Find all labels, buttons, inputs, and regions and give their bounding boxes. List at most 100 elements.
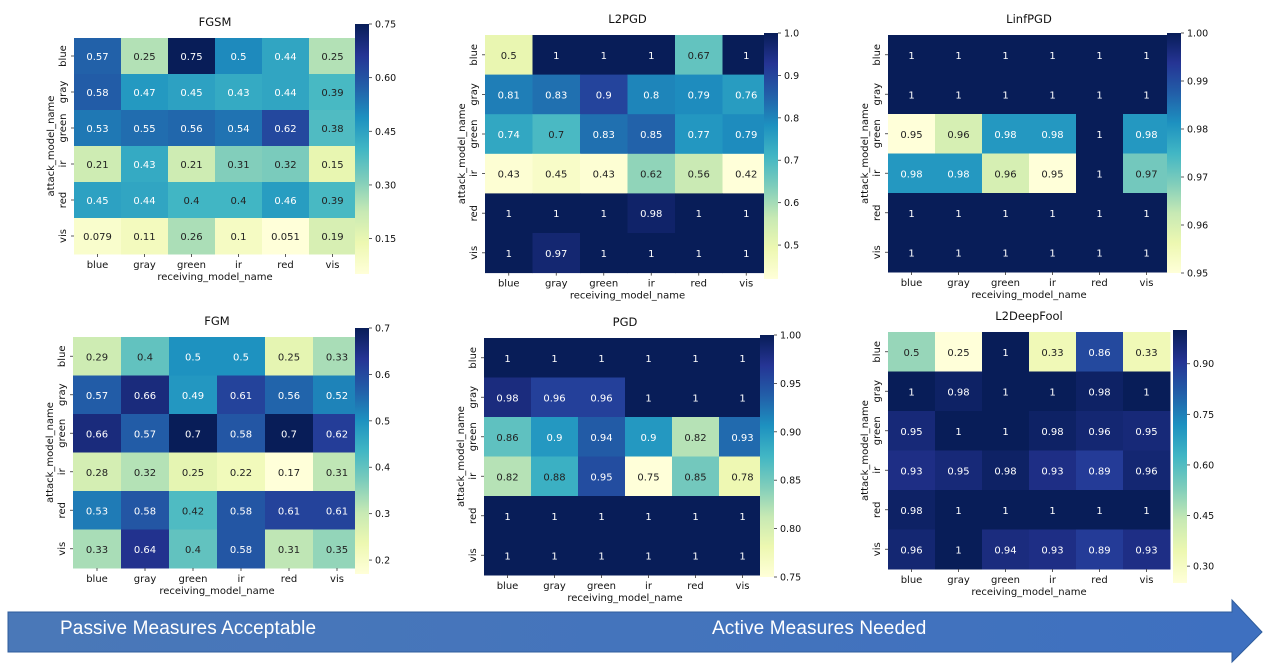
heatmap-cell: [888, 450, 936, 491]
heatmap-cell: [722, 35, 771, 76]
heatmap-cell: [73, 452, 122, 492]
cell-value-label: 0.98: [1135, 130, 1157, 141]
cell-value-label: 1: [1096, 248, 1102, 259]
x-tick-label: vis: [739, 279, 753, 290]
y-tick-label: ir: [57, 467, 68, 475]
heatmap-cell: [121, 375, 170, 415]
y-tick-label: red: [57, 502, 68, 518]
x-tick-label: red: [281, 574, 297, 585]
heatmap-cell: [888, 371, 936, 412]
cell-value-label: 0.95: [1135, 427, 1157, 438]
colorbar-tick-label: 0.75: [375, 20, 396, 31]
heatmap-cell: [722, 193, 771, 234]
heatmap-cell: [722, 233, 771, 274]
heatmap-cell: [1123, 153, 1171, 194]
cell-value-label: 1: [743, 209, 749, 220]
heatmap-cell: [935, 332, 983, 372]
x-tick-label: gray: [134, 574, 157, 585]
heatmap-cell: [309, 146, 357, 183]
heatmap-cell: [627, 153, 676, 194]
cell-value-label: 0.58: [230, 429, 252, 440]
cell-value-label: 0.95: [1041, 169, 1063, 180]
cell-value-label: 1: [1096, 506, 1102, 517]
x-tick-label: green: [991, 575, 1020, 586]
heatmap-cell: [484, 456, 532, 497]
heatmap-cell: [531, 338, 579, 378]
heatmap-cell: [532, 74, 581, 115]
cell-value-label: 0.079: [83, 232, 112, 243]
heatmap-cell: [1076, 232, 1124, 273]
cell-value-label: 0.98: [947, 387, 969, 398]
colorbar-tick-label: 0.60: [1193, 460, 1214, 471]
cell-value-label: 0.32: [134, 468, 156, 479]
y-tick-label: ir: [58, 160, 69, 168]
heatmap-cell: [169, 529, 218, 569]
heatmap-cell: [262, 110, 310, 147]
heatmap-cell: [215, 146, 263, 183]
y-tick-label: red: [872, 205, 883, 221]
cell-value-label: 0.52: [326, 391, 348, 402]
cell-value-label: 0.25: [182, 468, 204, 479]
heatmap-cell: [1076, 490, 1124, 530]
heatmap-cell: [532, 193, 581, 234]
colorbar: [355, 328, 369, 574]
cell-value-label: 1: [1143, 51, 1149, 62]
cell-value-label: 0.15: [321, 160, 343, 171]
heatmap-cell: [675, 114, 723, 155]
colorbar-tick-label: 0.7: [784, 156, 799, 167]
x-tick-label: blue: [497, 581, 519, 592]
colorbar-tick-label: 0.75: [780, 573, 801, 584]
heatmap-cell: [672, 535, 720, 576]
colorbar-tick-label: 0.4: [375, 463, 390, 474]
heatmap-cell: [217, 452, 266, 492]
heatmap-cell: [169, 452, 218, 492]
y-tick-label: gray: [872, 83, 883, 106]
heatmap-cell: [262, 218, 310, 255]
cell-value-label: 0.75: [637, 472, 659, 483]
heatmap-cell: [169, 375, 218, 415]
cell-value-label: 0.96: [1135, 466, 1157, 477]
cell-value-label: 1: [553, 51, 559, 62]
y-tick-label: blue: [57, 345, 68, 367]
cell-value-label: 0.43: [227, 88, 249, 99]
y-tick-label: blue: [468, 347, 479, 369]
y-tick-label: green: [57, 419, 68, 448]
heatmap-cell: [313, 337, 362, 376]
heatmap-cell: [982, 153, 1030, 194]
heatmap-cell: [627, 35, 676, 76]
cell-value-label: 0.43: [593, 170, 615, 181]
heatmap-cell: [888, 411, 936, 451]
cell-value-label: 0.77: [688, 130, 710, 141]
heatmap-cell: [625, 377, 673, 418]
cell-value-label: 1: [504, 512, 510, 523]
cell-value-label: 0.55: [133, 124, 155, 135]
cell-value-label: 1: [601, 249, 607, 260]
cell-value-label: 1: [955, 427, 961, 438]
cell-value-label: 0.57: [86, 52, 108, 63]
cell-value-label: 0.31: [278, 545, 300, 556]
chart-title: FGM: [204, 314, 229, 328]
colorbar-tick-label: 0.7: [375, 324, 390, 335]
y-tick-label: vis: [468, 548, 479, 562]
heatmap-cell: [578, 496, 626, 536]
cell-value-label: 0.95: [947, 466, 969, 477]
y-tick-label: blue: [872, 341, 883, 363]
heatmap-cell: [121, 529, 170, 569]
y-axis-label: attack_model_name: [45, 402, 56, 503]
cell-value-label: 1: [1002, 348, 1008, 359]
cell-value-label: 1: [648, 51, 654, 62]
heatmap-cell: [580, 114, 628, 155]
cell-value-label: 1: [1049, 248, 1055, 259]
cell-value-label: 0.53: [86, 506, 108, 517]
heatmap-cell: [168, 110, 216, 147]
cell-value-label: 0.81: [498, 90, 520, 101]
y-tick-label: blue: [58, 45, 69, 67]
heatmap-cell: [531, 496, 579, 536]
heatmap-cell: [215, 110, 263, 147]
heatmap-cell: [627, 74, 676, 115]
y-tick-label: vis: [58, 229, 69, 243]
cell-value-label: 0.4: [231, 196, 247, 207]
cell-value-label: 1: [1096, 130, 1102, 141]
x-tick-label: ir: [1049, 278, 1057, 289]
